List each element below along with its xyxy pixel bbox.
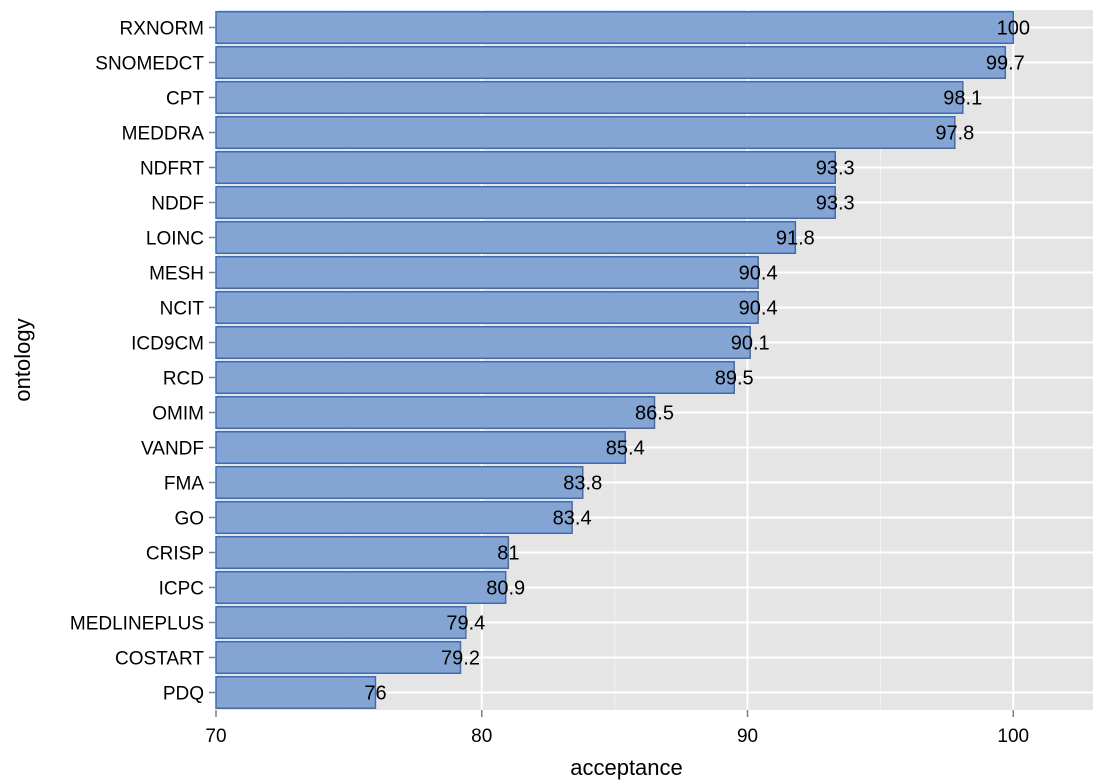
data-label: 76 bbox=[364, 683, 386, 705]
y-tick-label: NDFRT bbox=[140, 159, 204, 180]
y-tick-label: VANDF bbox=[141, 439, 204, 460]
bar bbox=[215, 221, 797, 254]
bars bbox=[215, 11, 1015, 709]
data-label: 83.8 bbox=[563, 473, 602, 495]
data-label: 98.1 bbox=[943, 88, 982, 110]
data-label: 97.8 bbox=[935, 123, 974, 145]
data-label: 80.9 bbox=[486, 578, 525, 600]
x-tick-label: 80 bbox=[471, 726, 492, 747]
bar bbox=[215, 361, 735, 394]
y-tick-label: LOINC bbox=[146, 229, 204, 250]
bar bbox=[215, 11, 1015, 44]
y-tick-label: PDQ bbox=[163, 684, 204, 705]
y-tick-label: MEDLINEPLUS bbox=[70, 614, 204, 635]
y-tick-label: CPT bbox=[166, 89, 204, 110]
y-axis-title: ontology bbox=[10, 318, 35, 401]
y-tick-label: ICD9CM bbox=[131, 334, 204, 355]
x-tick-label: 100 bbox=[997, 726, 1029, 747]
y-axis: RXNORM SNOMEDCT CPT MEDDRA NDFRT NDDF LOINC MES… bbox=[70, 19, 216, 705]
bar bbox=[215, 466, 584, 499]
bar bbox=[215, 536, 510, 569]
y-tick-label: FMA bbox=[164, 474, 204, 495]
bar bbox=[215, 116, 956, 149]
bar bbox=[215, 501, 573, 534]
data-labels: 10099.798.197.893.393.391.890.490.490.18… bbox=[364, 18, 1030, 705]
x-tick-label: 90 bbox=[737, 726, 758, 747]
bar bbox=[215, 431, 627, 464]
bar bbox=[215, 291, 759, 324]
data-label: 90.1 bbox=[731, 333, 770, 355]
y-tick-label: SNOMEDCT bbox=[95, 54, 204, 75]
data-label: 90.4 bbox=[739, 298, 778, 320]
y-tick-label: MEDDRA bbox=[122, 124, 205, 145]
bar bbox=[215, 396, 656, 429]
data-label: 93.3 bbox=[816, 193, 855, 215]
x-axis: 70 80 90 100 bbox=[205, 710, 1029, 747]
y-tick-label: RXNORM bbox=[120, 19, 204, 40]
y-tick-label: ICPC bbox=[159, 579, 204, 600]
y-tick-label: MESH bbox=[149, 264, 204, 285]
bar bbox=[215, 186, 836, 219]
y-tick-label: CRISP bbox=[146, 544, 204, 565]
data-label: 79.4 bbox=[446, 613, 485, 635]
data-label: 83.4 bbox=[553, 508, 592, 530]
bar bbox=[215, 151, 836, 184]
data-label: 91.8 bbox=[776, 228, 815, 250]
y-tick-label: COSTART bbox=[115, 649, 204, 670]
y-tick-label: RCD bbox=[163, 369, 204, 390]
bar bbox=[215, 571, 507, 604]
data-label: 90.4 bbox=[739, 263, 778, 285]
y-tick-label: NCIT bbox=[160, 299, 205, 320]
bar bbox=[215, 641, 462, 674]
y-tick-label: NDDF bbox=[151, 194, 204, 215]
data-label: 100 bbox=[997, 18, 1030, 40]
data-label: 99.7 bbox=[986, 53, 1025, 75]
data-label: 85.4 bbox=[606, 438, 645, 460]
plot-panel bbox=[216, 10, 1093, 710]
data-label: 79.2 bbox=[441, 648, 480, 670]
x-tick-label: 70 bbox=[205, 726, 226, 747]
bar bbox=[215, 326, 751, 359]
data-label: 81 bbox=[497, 543, 519, 565]
bar bbox=[215, 676, 377, 709]
bar bbox=[215, 606, 467, 639]
bar bbox=[215, 256, 759, 289]
data-label: 86.5 bbox=[635, 403, 674, 425]
y-tick-label: GO bbox=[174, 509, 204, 530]
data-label: 93.3 bbox=[816, 158, 855, 180]
bar bbox=[215, 46, 1007, 79]
x-axis-title: acceptance bbox=[570, 755, 683, 780]
data-label: 89.5 bbox=[715, 368, 754, 390]
y-tick-label: OMIM bbox=[152, 404, 204, 425]
bar bbox=[215, 81, 964, 114]
